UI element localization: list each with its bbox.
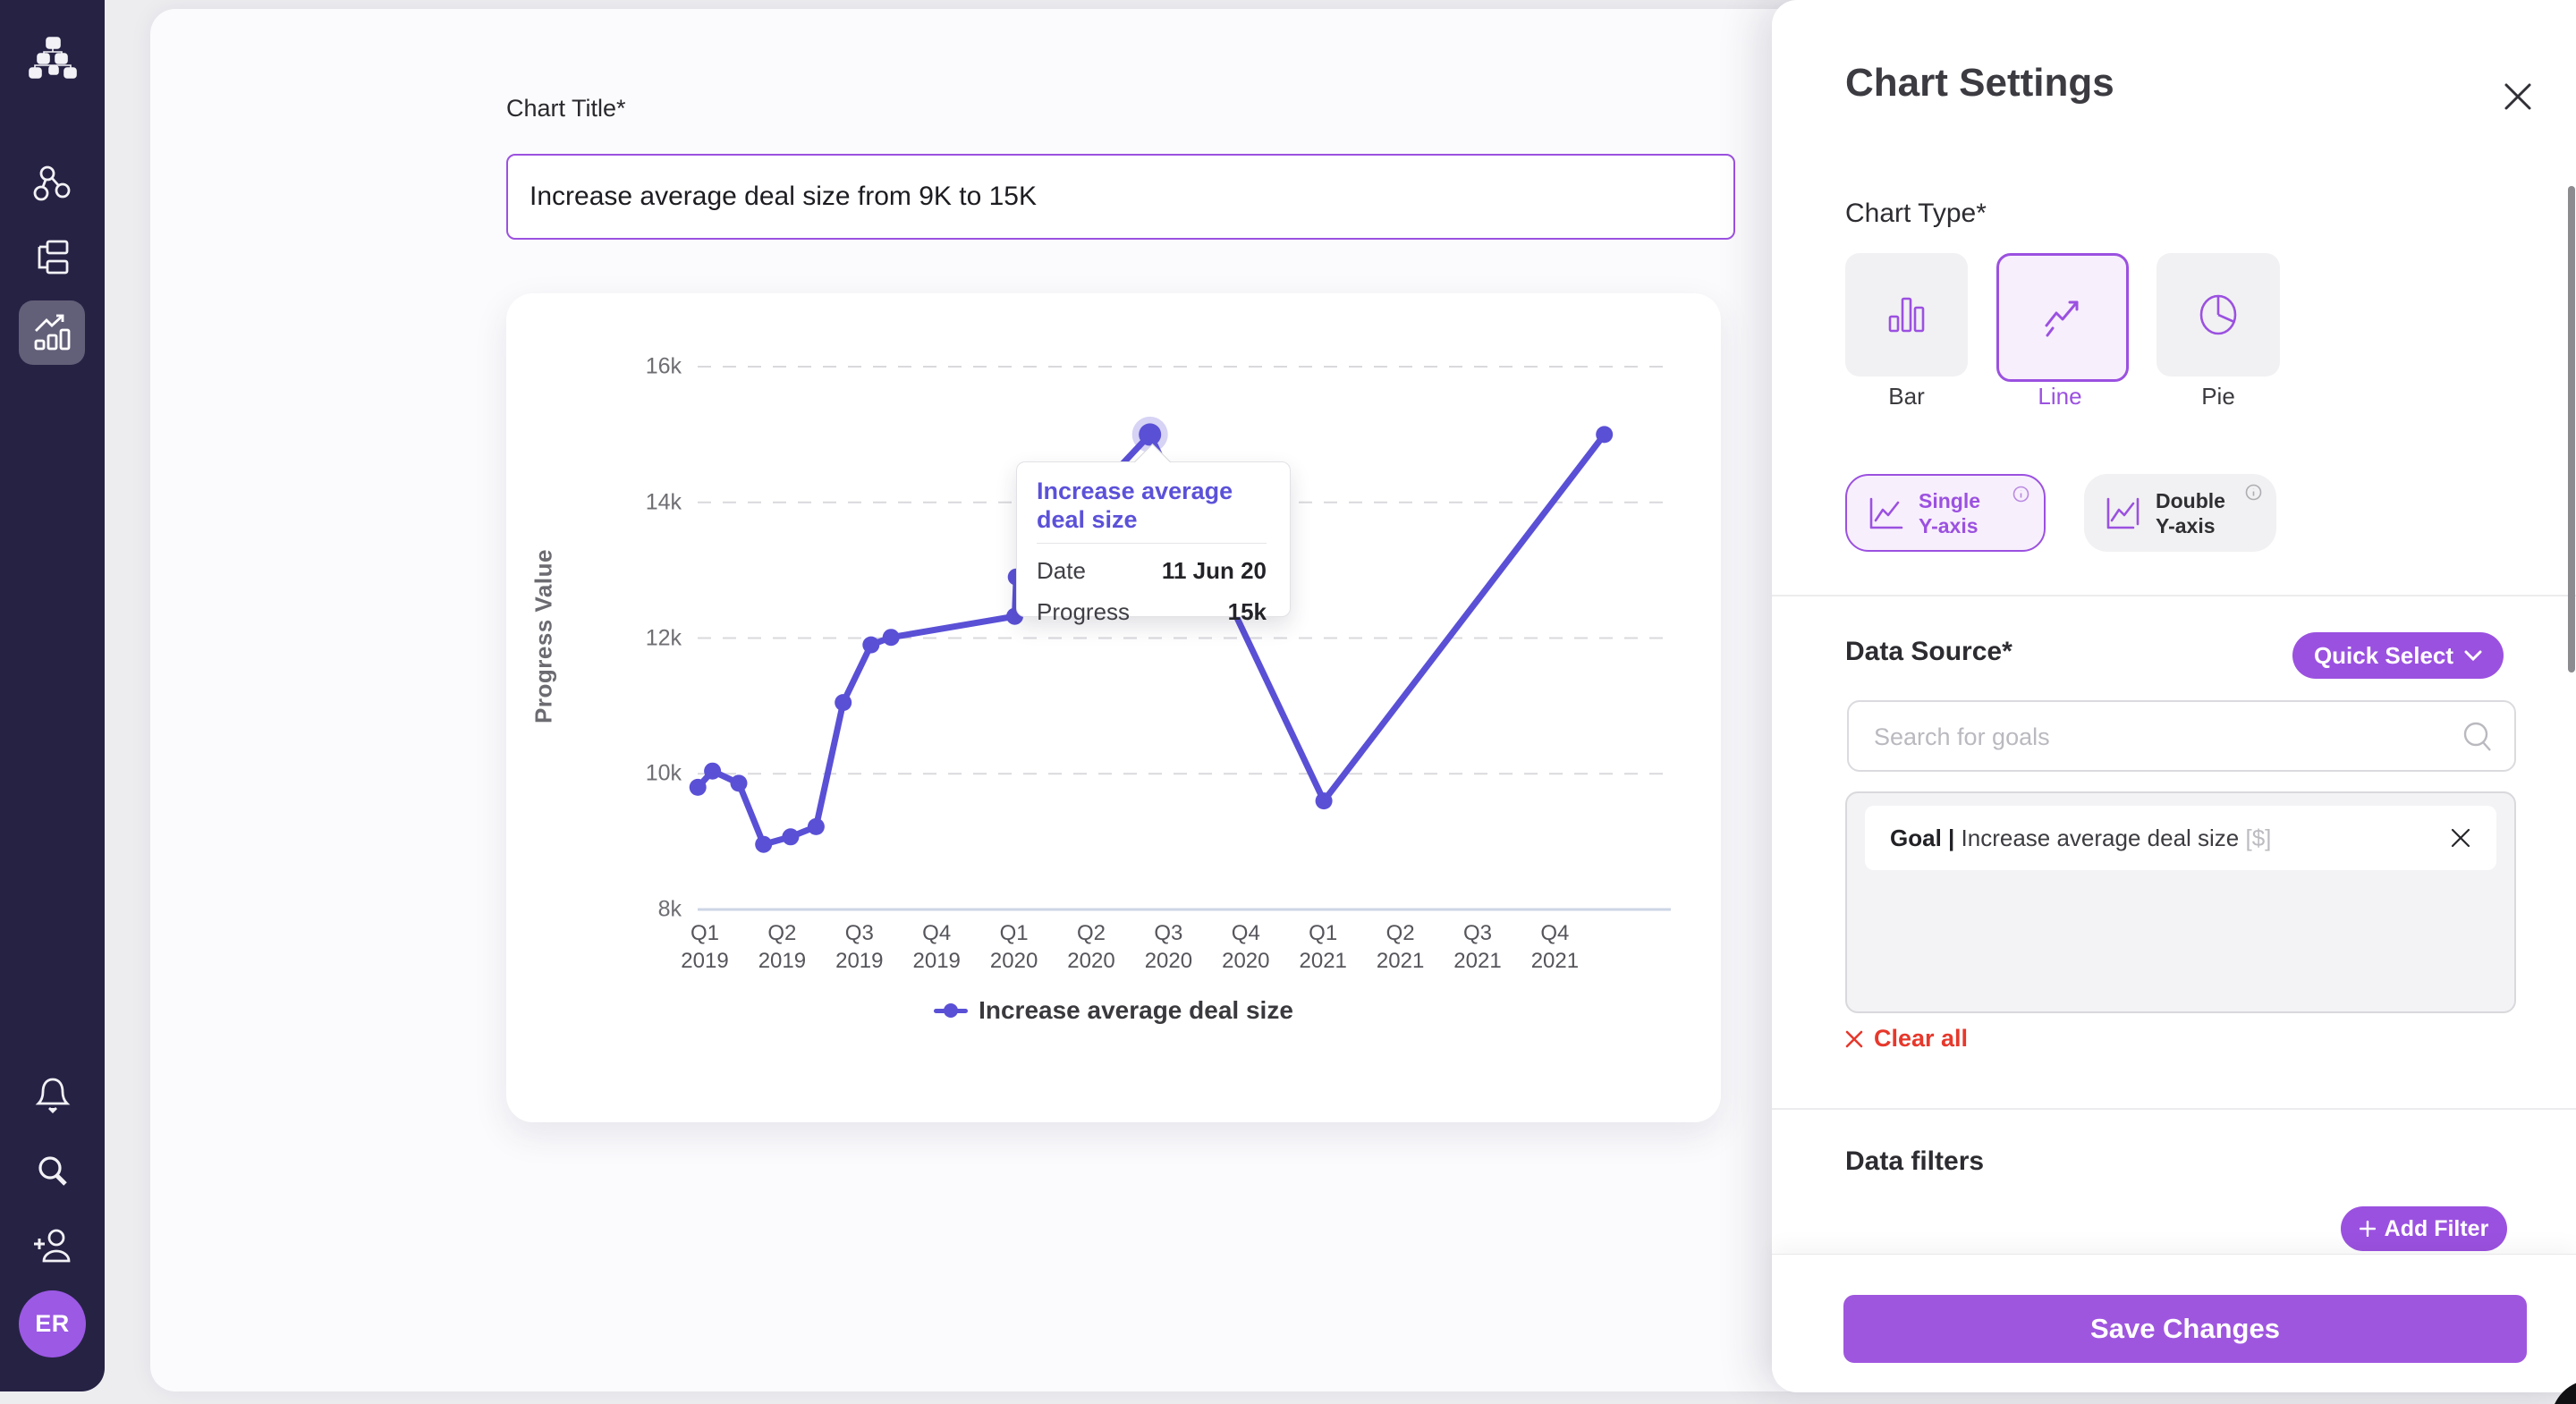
x-tick-label: Q4 2021 <box>1530 921 1580 973</box>
x-tick-label: Q1 2021 <box>1299 921 1347 973</box>
data-point <box>807 817 825 835</box>
single-axis-icon <box>1869 497 1903 529</box>
info-icon[interactable] <box>2245 484 2262 505</box>
highlight-point <box>1139 423 1162 446</box>
y-axis-title: Progress Value <box>530 549 557 723</box>
x-tick-label: Q1 2020 <box>989 921 1038 973</box>
data-point <box>835 694 852 712</box>
chart-settings-panel: Chart Settings Chart Type* Ba <box>1772 0 2576 1392</box>
chart-type-pie[interactable] <box>2157 253 2280 376</box>
clear-x-icon <box>1845 1030 1863 1047</box>
data-point <box>882 629 900 647</box>
x-tick-label: Q2 2019 <box>758 921 807 973</box>
chart-title-input[interactable] <box>506 154 1735 240</box>
x-tick-label: Q3 2021 <box>1453 921 1502 973</box>
notifications-bell-icon[interactable] <box>33 1075 72 1116</box>
bar-chart-icon <box>1888 297 1924 333</box>
tooltip-row-date: Date 11 Jun 20 <box>1037 557 1267 584</box>
goal-search-input[interactable] <box>1872 702 2448 772</box>
chart-type-line[interactable] <box>1996 253 2129 382</box>
data-point <box>862 636 880 654</box>
x-tick-label: Q3 2020 <box>1144 921 1193 973</box>
x-tick-label: Q3 2019 <box>835 921 884 973</box>
chart-type-pie-label: Pie <box>2201 383 2235 410</box>
double-axis-icon <box>2106 497 2140 529</box>
network-share-icon[interactable] <box>33 165 72 204</box>
y-tick-label: 14k <box>645 489 682 515</box>
data-point <box>1596 426 1614 444</box>
panel-footer: Save Changes <box>1772 1254 2576 1392</box>
y-tick-label: 8k <box>657 896 682 922</box>
selected-goals-container: Goal | Increase average deal size [$] <box>1845 791 2516 1013</box>
sidebar: ER <box>0 0 105 1391</box>
data-point <box>704 762 722 780</box>
plus-icon <box>2359 1221 2376 1237</box>
data-point <box>782 828 800 846</box>
panel-scrollbar[interactable] <box>2568 186 2575 672</box>
clear-all-button[interactable]: Clear all <box>1845 1025 1968 1053</box>
chart-type-label: Chart Type* <box>1845 199 1987 228</box>
chart-type-bar-label: Bar <box>1888 383 1925 410</box>
add-filter-button[interactable]: Add Filter <box>2341 1206 2507 1251</box>
info-icon[interactable] <box>2012 486 2029 507</box>
line-chart-plot <box>689 366 1671 911</box>
x-tick-label: Q4 2019 <box>912 921 961 973</box>
data-point <box>689 778 707 796</box>
double-y-axis-button[interactable]: Double Y-axis <box>2084 474 2276 552</box>
search-icon <box>2459 718 2496 760</box>
selected-goal-item: Goal | Increase average deal size [$] <box>1865 806 2496 870</box>
tooltip-title: Increase average deal size <box>1037 478 1233 533</box>
panel-title: Chart Settings <box>1845 61 2114 105</box>
chart-card: Progress Value 16k 14k 12k 10k 8k Q1 2019 Q2 20… <box>506 293 1721 1122</box>
app-logo-icon[interactable] <box>28 36 78 88</box>
line-chart-icon <box>2045 300 2079 337</box>
close-icon[interactable] <box>2498 77 2538 116</box>
x-tick-label: Q2 2020 <box>1067 921 1115 973</box>
add-user-icon[interactable] <box>32 1225 73 1266</box>
single-y-axis-button[interactable]: Single Y-axis <box>1845 474 2046 552</box>
x-tick-label: Q4 2020 <box>1222 921 1270 973</box>
section-divider <box>1772 595 2576 596</box>
chart-type-line-label: Line <box>2038 383 2082 410</box>
user-avatar[interactable]: ER <box>19 1290 86 1357</box>
data-source-label: Data Source* <box>1845 637 2012 666</box>
tooltip-divider <box>1037 543 1267 544</box>
dashboards-nav-active[interactable] <box>19 300 85 365</box>
chart-tooltip: Increase average deal size Date 11 Jun 2… <box>1016 461 1291 625</box>
quick-select-button[interactable]: Quick Select <box>2292 632 2504 679</box>
goal-search-box <box>1847 700 2516 772</box>
y-tick-label: 12k <box>645 625 682 650</box>
legend-label: Increase average deal size <box>979 996 1293 1024</box>
x-tick-label: Q1 2019 <box>681 921 729 973</box>
section-divider <box>1772 1108 2576 1110</box>
x-tick-label: Q2 2021 <box>1376 921 1425 973</box>
remove-goal-icon[interactable] <box>2450 827 2471 849</box>
y-tick-label: 10k <box>645 760 682 786</box>
legend-marker-icon <box>934 1002 969 1019</box>
chart-legend[interactable]: Increase average deal size <box>506 996 1721 1025</box>
goal-tree-icon[interactable] <box>33 238 72 277</box>
data-point <box>730 774 748 792</box>
data-point <box>755 835 773 853</box>
chevron-down-icon <box>2464 650 2482 661</box>
data-point <box>1315 792 1333 810</box>
save-changes-button[interactable]: Save Changes <box>1843 1295 2527 1363</box>
y-tick-label: 16k <box>645 353 682 379</box>
search-icon[interactable] <box>34 1152 72 1189</box>
pie-chart-icon <box>2199 294 2237 335</box>
data-filters-label: Data filters <box>1845 1146 1985 1176</box>
chart-title-label: Chart Title* <box>506 95 626 122</box>
line-series <box>694 431 1608 848</box>
chart-type-bar[interactable] <box>1845 253 1968 376</box>
tooltip-row-progress: Progress 15k <box>1037 598 1267 625</box>
